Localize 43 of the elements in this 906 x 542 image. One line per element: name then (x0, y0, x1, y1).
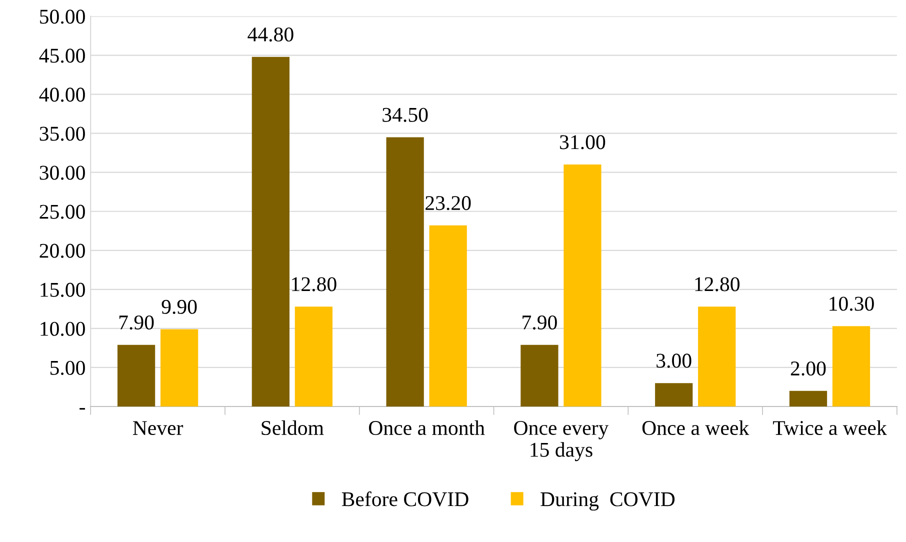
y-tick-label: 40.00 (39, 88, 85, 102)
legend-label: Before COVID (342, 491, 468, 506)
legend-label: During COVID (540, 492, 675, 511)
y-tick-label: - (80, 408, 85, 410)
y-tick-label: 5.00 (50, 360, 85, 375)
y-tick-label: 10.00 (40, 322, 85, 336)
data-label: 12.80 (695, 277, 740, 292)
x-tick-label: Never (132, 421, 184, 436)
bar (117, 344, 156, 406)
y-tick-label: 45.00 (39, 48, 85, 63)
data-label: 7.90 (119, 315, 154, 330)
data-label: 44.80 (248, 27, 294, 42)
x-tick-label: Once every 15 days (514, 420, 609, 462)
bar (832, 326, 870, 406)
y-tick-label: 25.00 (40, 204, 85, 219)
bar (655, 383, 693, 406)
x-tick-label: Seldom (262, 420, 324, 436)
x-tick-label: Once a week (642, 420, 750, 436)
bar (698, 306, 736, 406)
bar (789, 390, 828, 406)
y-tick-label: 50.00 (40, 10, 85, 24)
data-label: 2.00 (790, 361, 826, 376)
y-tick-label: 30.00 (40, 166, 85, 180)
data-label: 23.20 (426, 196, 471, 210)
data-label: 3.00 (656, 354, 692, 368)
x-tick-label: Once a month (369, 420, 485, 436)
y-tick-label: 20.00 (40, 244, 85, 258)
data-label: 10.30 (830, 296, 874, 311)
bar (160, 329, 198, 406)
data-label: 12.80 (292, 277, 336, 292)
bar (429, 225, 467, 406)
y-tick-label: 15.00 (40, 282, 85, 297)
data-label: 7.90 (522, 315, 557, 330)
bar (564, 164, 602, 406)
bar (252, 56, 290, 406)
data-label: 9.90 (162, 300, 197, 314)
data-label: 31.00 (560, 135, 606, 150)
bar (294, 306, 332, 406)
y-tick-label: 35.00 (40, 126, 85, 141)
bar (520, 344, 558, 406)
x-tick-label: Twice a week (773, 420, 887, 436)
bar (386, 137, 424, 406)
data-label: 34.50 (382, 108, 428, 122)
